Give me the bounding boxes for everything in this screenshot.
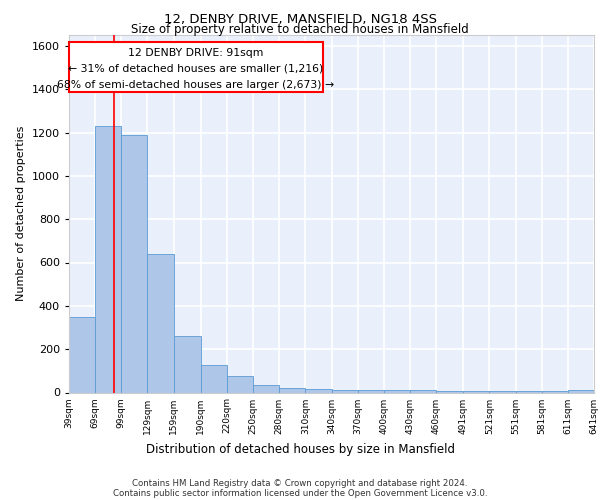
Text: ← 31% of detached houses are smaller (1,216): ← 31% of detached houses are smaller (1,… <box>68 64 323 74</box>
Bar <box>95 126 121 392</box>
Y-axis label: Number of detached properties: Number of detached properties <box>16 126 26 302</box>
FancyBboxPatch shape <box>69 42 323 92</box>
Bar <box>253 385 279 392</box>
Bar <box>331 390 358 392</box>
Bar <box>358 390 384 392</box>
Bar <box>69 316 95 392</box>
Text: Size of property relative to detached houses in Mansfield: Size of property relative to detached ho… <box>131 22 469 36</box>
Bar <box>279 388 305 392</box>
Text: 68% of semi-detached houses are larger (2,673) →: 68% of semi-detached houses are larger (… <box>58 80 334 90</box>
Bar <box>173 336 200 392</box>
Text: Contains public sector information licensed under the Open Government Licence v3: Contains public sector information licen… <box>113 489 487 498</box>
Text: Contains HM Land Registry data © Crown copyright and database right 2024.: Contains HM Land Registry data © Crown c… <box>132 479 468 488</box>
Bar <box>121 134 148 392</box>
Bar <box>384 390 410 392</box>
Text: Distribution of detached houses by size in Mansfield: Distribution of detached houses by size … <box>146 442 455 456</box>
Bar <box>568 390 594 392</box>
Text: 12 DENBY DRIVE: 91sqm: 12 DENBY DRIVE: 91sqm <box>128 48 263 58</box>
Bar <box>410 390 436 392</box>
Bar <box>148 254 173 392</box>
Bar <box>305 389 331 392</box>
Bar <box>227 376 253 392</box>
Bar <box>200 366 227 392</box>
Text: 12, DENBY DRIVE, MANSFIELD, NG18 4SS: 12, DENBY DRIVE, MANSFIELD, NG18 4SS <box>163 12 437 26</box>
